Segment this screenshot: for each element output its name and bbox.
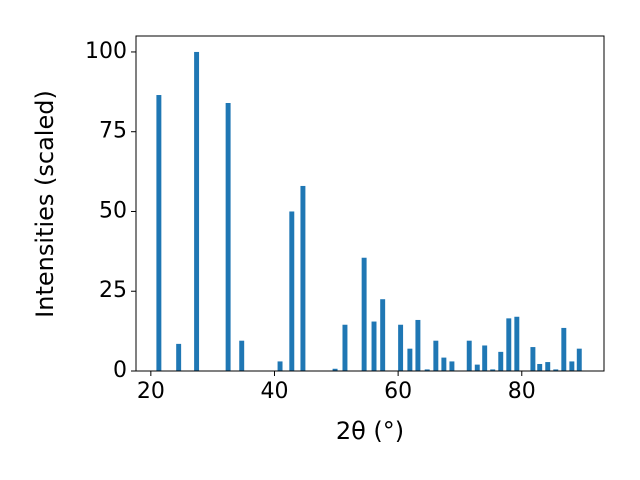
- bar: [398, 324, 404, 371]
- bar: [424, 369, 430, 371]
- bar: [490, 369, 496, 371]
- x-tick-label: 60: [384, 379, 412, 404]
- y-tick-label: 0: [113, 358, 127, 383]
- bar: [466, 340, 472, 371]
- bar: [361, 257, 367, 371]
- bar: [415, 319, 421, 371]
- plot-frame: [135, 35, 605, 372]
- bar: [561, 327, 567, 371]
- bar: [498, 351, 504, 371]
- x-axis-label: 2θ (°): [336, 417, 404, 445]
- bar: [380, 299, 386, 371]
- bar: [474, 364, 480, 371]
- bar: [371, 321, 377, 371]
- bar: [545, 362, 551, 371]
- bar: [332, 368, 338, 371]
- bar: [482, 345, 488, 371]
- bar: [514, 316, 520, 371]
- x-tick-label: 20: [137, 379, 165, 404]
- bar: [239, 340, 245, 371]
- bar: [277, 361, 283, 371]
- y-axis-label: Intensities (scaled): [31, 90, 59, 318]
- x-tick-label: 80: [508, 379, 536, 404]
- bar: [156, 95, 162, 372]
- bar: [289, 211, 295, 371]
- bar: [300, 185, 306, 371]
- bar: [569, 361, 575, 371]
- bar: [225, 103, 231, 371]
- bar: [506, 318, 512, 371]
- y-tick-label: 50: [99, 198, 127, 223]
- bar: [176, 343, 182, 371]
- bar: [342, 324, 348, 371]
- bar: [530, 347, 536, 371]
- bar: [407, 348, 413, 371]
- bar: [449, 361, 455, 371]
- bar: [553, 369, 559, 371]
- y-tick-label: 75: [99, 119, 127, 144]
- bar: [433, 340, 439, 371]
- y-tick-label: 100: [85, 39, 127, 64]
- bar: [576, 348, 582, 371]
- bar: [194, 51, 200, 371]
- y-tick-label: 25: [99, 278, 127, 303]
- bar: [441, 357, 447, 371]
- bar: [537, 363, 543, 371]
- x-tick-label: 40: [260, 379, 288, 404]
